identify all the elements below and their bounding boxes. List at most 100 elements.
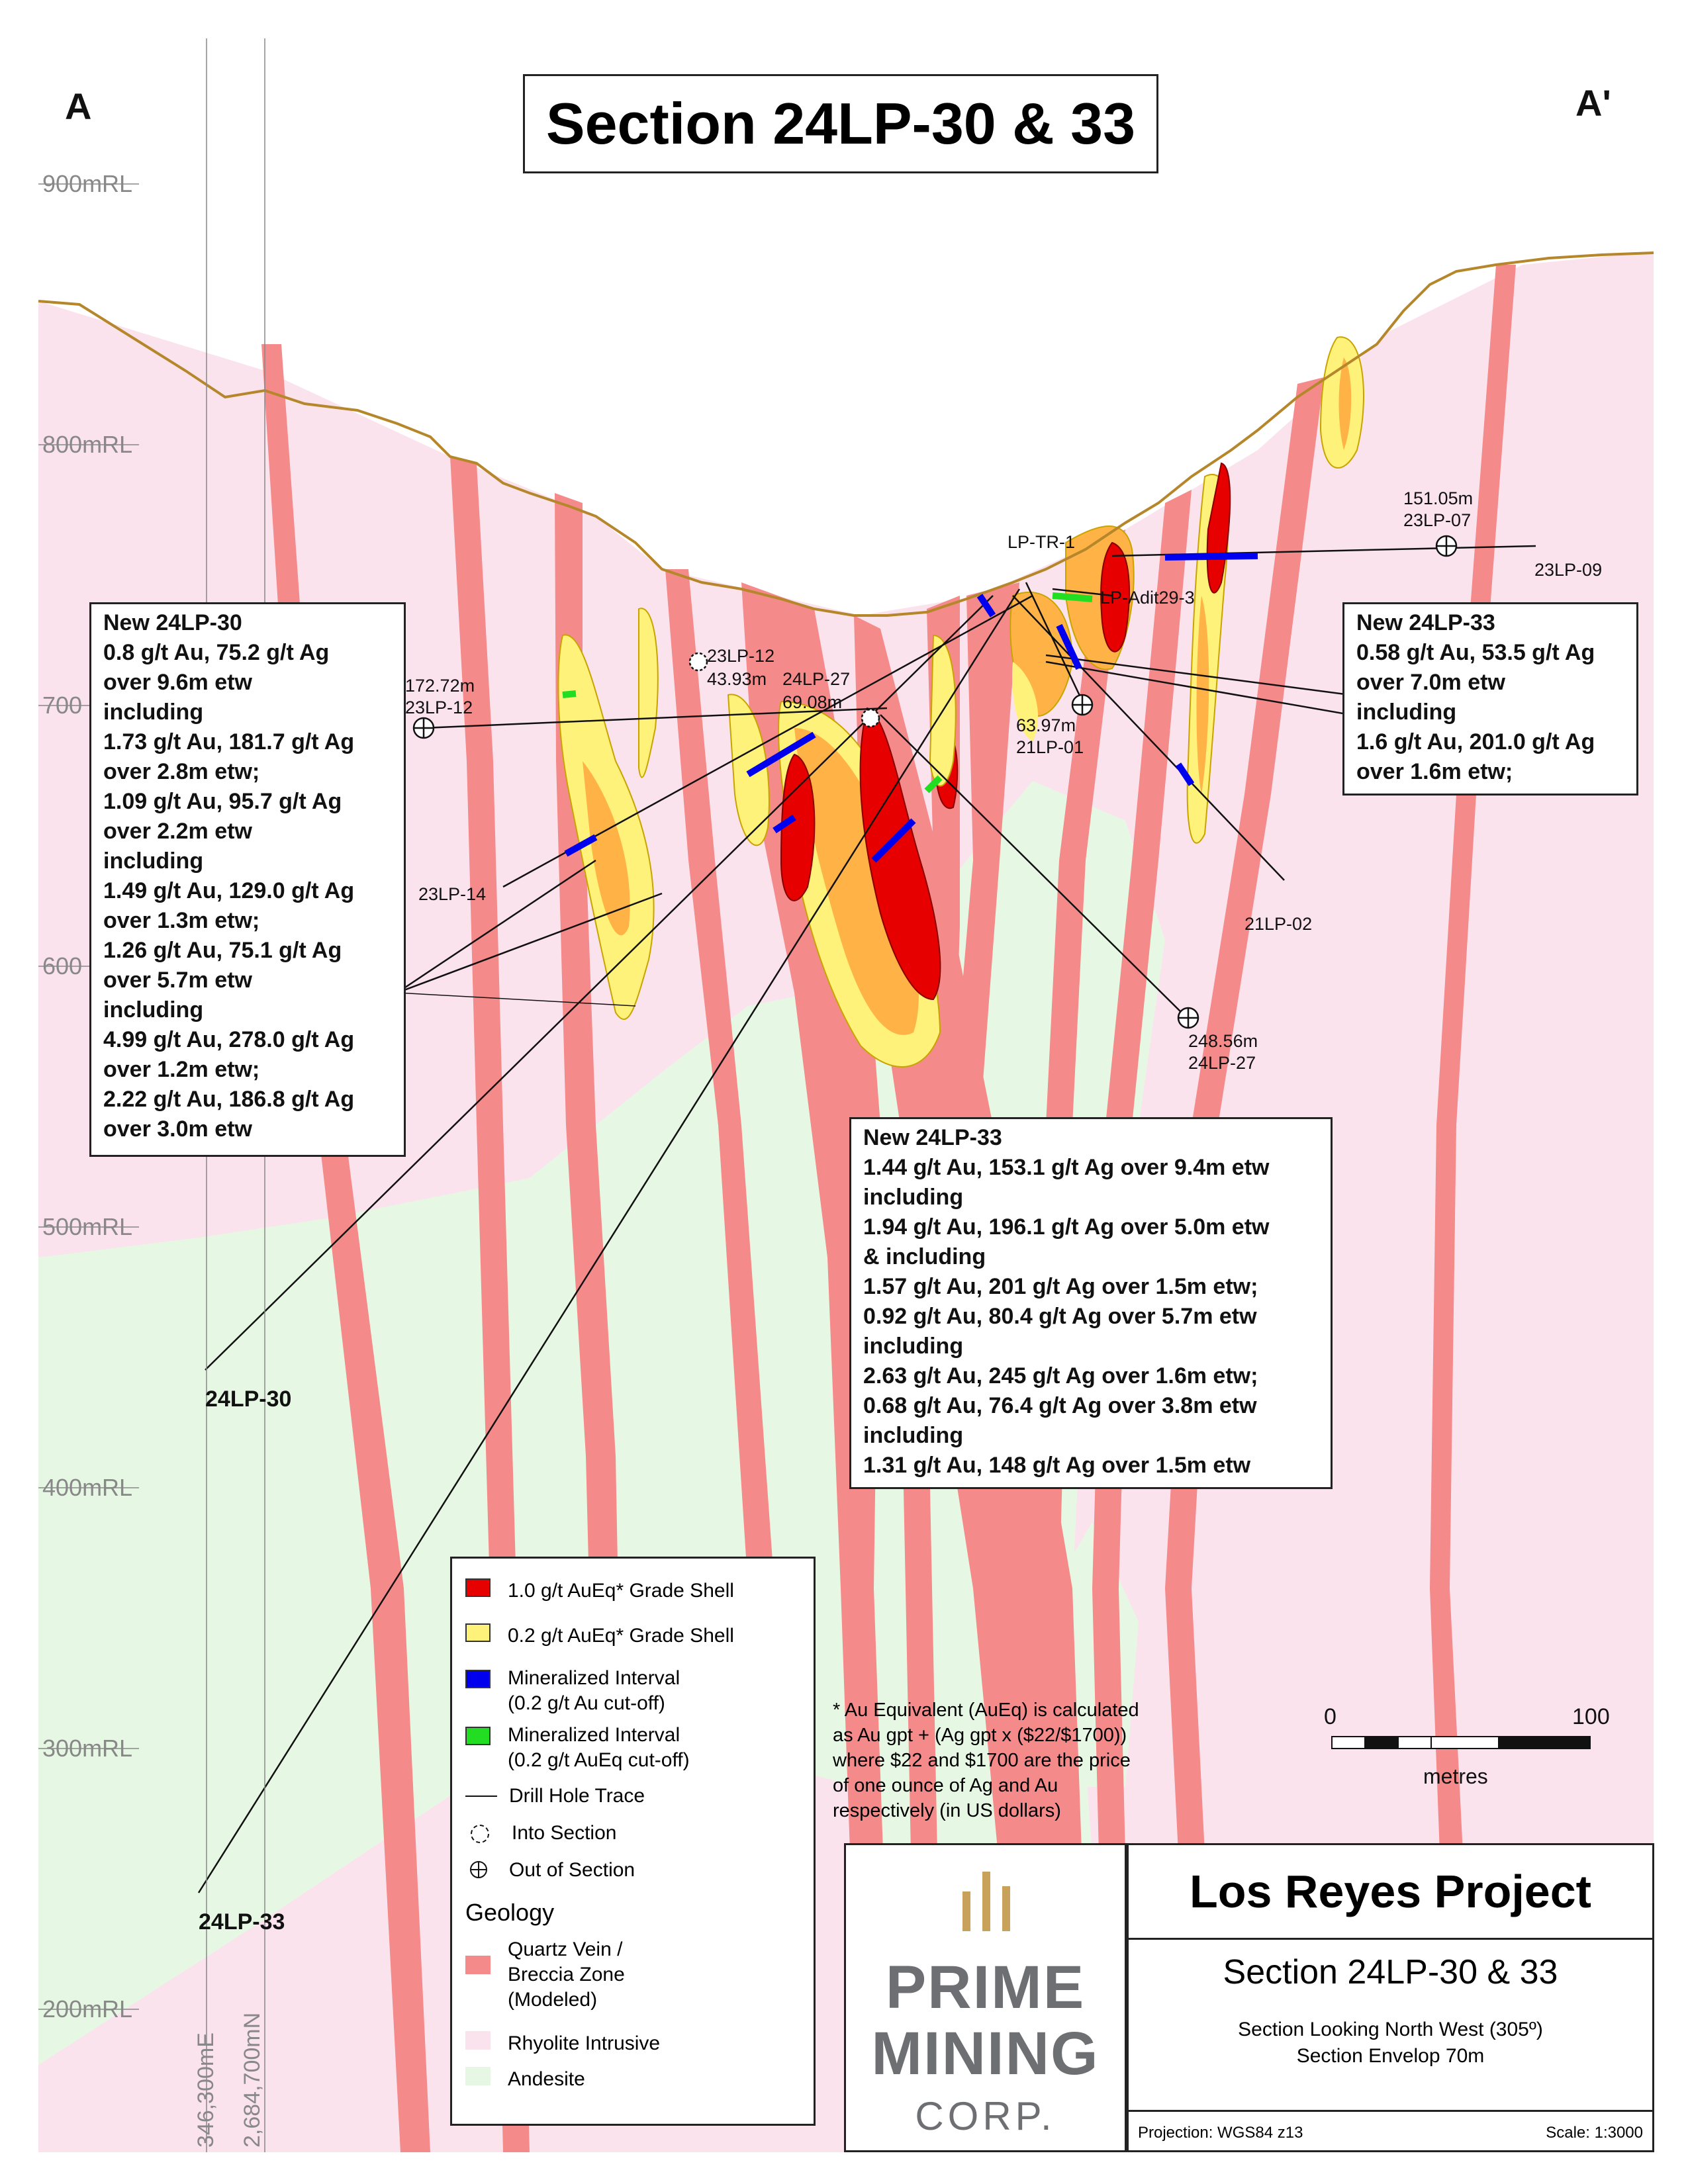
ann-left-line: 1.26 g/t Au, 75.1 g/t Ag xyxy=(103,938,342,963)
legend-label: (Modeled) xyxy=(508,1989,598,2011)
legend-swatch-andesite xyxy=(465,2067,491,2085)
label-23lp14: 23LP-14 xyxy=(418,884,486,904)
footnote-line: where $22 and $1700 are the price xyxy=(833,1750,1131,1771)
logo-line-1: PRIME xyxy=(885,1954,1086,2021)
elev-900: 900mRL xyxy=(42,170,132,197)
ann-left-line: 1.09 g/t Au, 95.7 g/t Ag xyxy=(103,789,342,814)
scale-text: Scale: 1:3000 xyxy=(1546,2124,1643,2142)
northing-label: 2,684,700mN xyxy=(240,2013,265,2148)
ann-left-line: over 2.2m etw xyxy=(103,819,252,844)
drill-hole-traces xyxy=(197,545,1536,1893)
ann-center-line: 0.68 g/t Au, 76.4 g/t Ag over 3.8m etw xyxy=(863,1393,1257,1418)
legend-swatch-vein xyxy=(465,1956,491,1974)
company-logo-box: PRIME MINING CORP. xyxy=(844,1843,1127,2152)
legend-label: Mineralized Interval xyxy=(508,1724,680,1746)
label-23lp09: 23LP-09 xyxy=(1534,560,1602,580)
company-logo-icon xyxy=(962,1872,1010,1931)
project-footer: Projection: WGS84 z13 Scale: 1:3000 xyxy=(1129,2110,1652,2153)
legend-label: 0.2 g/t AuEq* Grade Shell xyxy=(508,1625,734,1647)
legend-out: Out of Section xyxy=(465,1858,635,1883)
map-title: Section 24LP-30 & 33 xyxy=(523,74,1158,173)
legend-label: (0.2 g/t AuEq cut-off) xyxy=(508,1749,690,1771)
ann-left-line: including xyxy=(103,997,204,1023)
corner-label-a: A xyxy=(65,85,91,127)
ann-center-line: 1.57 g/t Au, 201 g/t Ag over 1.5m etw; xyxy=(863,1274,1258,1299)
aueq-footnote: * Au Equivalent (AuEq) is calculated as … xyxy=(833,1698,1139,1823)
ann-left-line: 0.8 g/t Au, 75.2 g/t Ag xyxy=(103,640,330,665)
project-envelope: Section Envelop 70m xyxy=(1296,2045,1485,2067)
project-title-block: Los Reyes Project Section 24LP-30 & 33 S… xyxy=(1127,1843,1654,2152)
label-lp-tr-1: LP-TR-1 xyxy=(1008,532,1075,552)
label-24lp30: 24LP-30 xyxy=(205,1387,291,1412)
ann-right-line: 1.6 g/t Au, 201.0 g/t Ag xyxy=(1356,729,1595,754)
ann-left-line: over 3.0m etw xyxy=(103,1116,252,1142)
ann-left-line: over 1.2m etw; xyxy=(103,1057,260,1082)
easting-label: 346,300mE xyxy=(193,2032,218,2148)
ann-center-line: 1.94 g/t Au, 196.1 g/t Ag over 5.0m etw xyxy=(863,1214,1270,1240)
ann-left-line: over 9.6m etw xyxy=(103,670,252,695)
ann-center-line: 2.63 g/t Au, 245 g/t Ag over 1.6m etw; xyxy=(863,1363,1258,1388)
label-24lp33: 24LP-33 xyxy=(199,1909,285,1934)
footnote-line: of one ounce of Ag and Au xyxy=(833,1775,1058,1796)
ann-center-line: including xyxy=(863,1334,964,1359)
annotation-24lp33-lower: New 24LP-33 1.44 g/t Au, 153.1 g/t Ag ov… xyxy=(849,1117,1333,1489)
scale-start: 0 xyxy=(1324,1704,1336,1729)
grade-shells xyxy=(557,336,1364,1068)
legend-grade-high: 1.0 g/t AuEq* Grade Shell xyxy=(465,1578,734,1604)
ann-right-line: including xyxy=(1356,700,1457,725)
ann-left-line: New 24LP-30 xyxy=(103,610,242,635)
ann-left-line: 1.73 g/t Au, 181.7 g/t Ag xyxy=(103,729,355,754)
legend-andesite: Andesite xyxy=(465,2067,585,2092)
label-21lp02: 21LP-02 xyxy=(1244,914,1312,934)
legend-geology-heading: Geology xyxy=(465,1900,554,1925)
elev-600: 600 xyxy=(42,952,82,979)
elev-800: 800mRL xyxy=(42,431,132,458)
ann-left-line: over 2.8m etw; xyxy=(103,759,260,784)
ann-right-line: 0.58 g/t Au, 53.5 g/t Ag xyxy=(1356,640,1595,665)
legend-swatch-green xyxy=(465,1727,491,1745)
mineralized-intervals-aueq xyxy=(562,592,1093,794)
legend-grade-low: 0.2 g/t AuEq* Grade Shell xyxy=(465,1623,734,1649)
scale-end: 100 xyxy=(1572,1704,1610,1729)
label-24lp27-depth: 69.08m xyxy=(782,692,842,712)
ann-center-line: & including xyxy=(863,1244,986,1269)
label-23lp12-collar-depth: 43.93m xyxy=(707,669,767,689)
ann-center-line: including xyxy=(863,1185,964,1210)
legend-heading: Geology xyxy=(465,1899,555,1926)
legend-min-au: Mineralized Interval (0.2 g/t Au cut-off) xyxy=(465,1666,680,1716)
legend-rhyolite: Rhyolite Intrusive xyxy=(465,2031,660,2056)
ann-left-line: 2.22 g/t Au, 186.8 g/t Ag xyxy=(103,1087,355,1112)
legend-label: 1.0 g/t AuEq* Grade Shell xyxy=(508,1580,734,1602)
legend-line-icon xyxy=(465,1796,497,1797)
legend-swatch-yellow xyxy=(465,1623,491,1642)
label-21lp01: 21LP-01 xyxy=(1016,737,1084,757)
ann-center-line: including xyxy=(863,1423,964,1448)
topography-line xyxy=(38,251,1654,617)
project-section: Section 24LP-30 & 33 xyxy=(1223,1953,1558,1991)
ann-center-line: 1.44 g/t Au, 153.1 g/t Ag over 9.4m etw xyxy=(863,1155,1270,1180)
annotation-24lp33-upper: New 24LP-33 0.58 g/t Au, 53.5 g/t Ag ove… xyxy=(1342,602,1638,796)
elev-300: 300mRL xyxy=(42,1735,132,1762)
elev-500: 500mRL xyxy=(42,1213,132,1240)
ann-right-line: over 1.6m etw; xyxy=(1356,759,1513,784)
label-23lp12-collar: 23LP-12 xyxy=(707,646,774,666)
scale-unit: metres xyxy=(1423,1764,1488,1788)
label-lp-adit29-3: LP-Adit29-3 xyxy=(1100,588,1195,608)
elev-400: 400mRL xyxy=(42,1474,132,1501)
legend-label: Rhyolite Intrusive xyxy=(508,2032,661,2054)
ann-left-line: including xyxy=(103,700,204,725)
legend-label: Andesite xyxy=(508,2068,585,2090)
ann-left-line: over 1.3m etw; xyxy=(103,908,260,933)
mineralized-intervals-au xyxy=(564,553,1258,863)
label-23lp12: 23LP-12 xyxy=(405,698,473,717)
scale-bar xyxy=(1331,1736,1591,1749)
legend-label: Mineralized Interval xyxy=(508,1667,680,1689)
legend-swatch-rhyolite xyxy=(465,2031,491,2050)
annotation-24lp30: New 24LP-30 0.8 g/t Au, 75.2 g/t Ag over… xyxy=(89,602,406,1157)
ann-center-line: 1.31 g/t Au, 148 g/t Ag over 1.5m etw xyxy=(863,1453,1251,1478)
elev-200: 200mRL xyxy=(42,1995,132,2023)
legend-label: Quartz Vein / xyxy=(508,1938,623,1960)
label-23lp07-depth: 151.05m xyxy=(1403,488,1473,508)
ann-right-line: over 7.0m etw xyxy=(1356,670,1505,695)
into-section-icon xyxy=(471,1825,489,1843)
